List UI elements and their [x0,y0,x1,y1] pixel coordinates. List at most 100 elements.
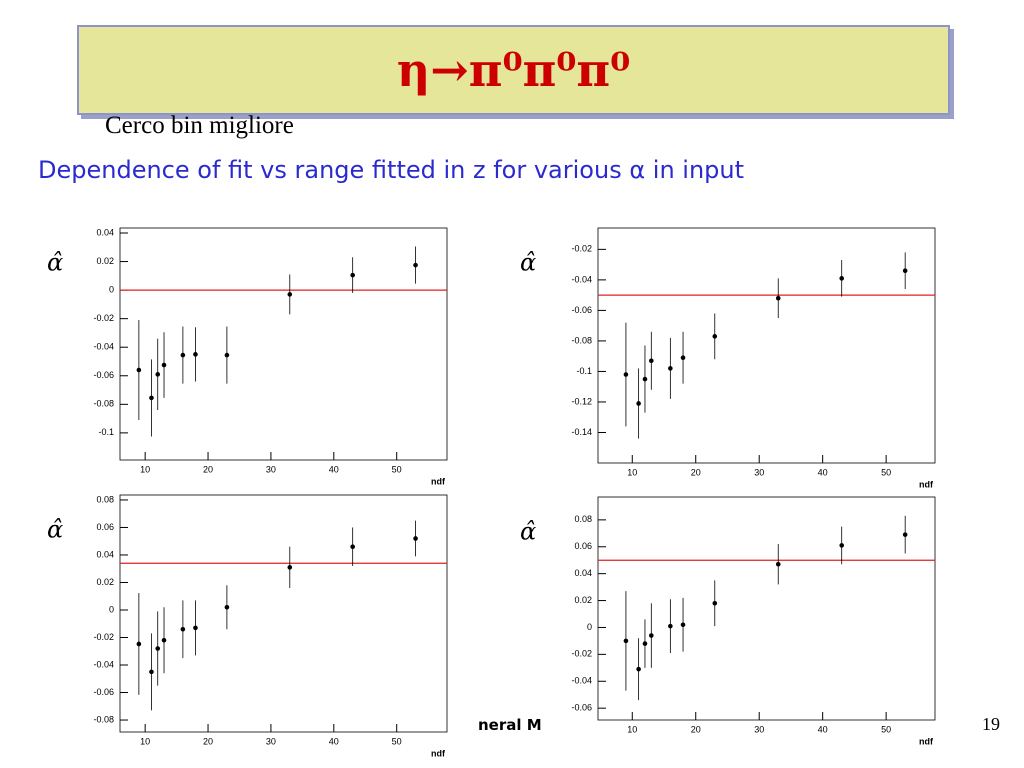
point [623,638,629,644]
chart: 0.04 0.02 0 -0.02 -0.04 -0.06 -0.08 -0.1 10 20 30 4… [47,227,448,486]
point [413,536,418,541]
y-tick-label: -0.08 [93,399,114,409]
point [642,376,648,382]
y-tick-label: 0.06 [574,541,592,551]
point [680,622,686,628]
y-tick-label: 0.02 [574,595,592,605]
frame [597,496,936,721]
chart: -0.02 -0.04 -0.06 -0.08 -0.1 -0.12 -0.14 10 20 30… [520,227,936,489]
point [413,262,418,268]
x-tick-label: 40 [818,724,828,734]
x-tick-label: 50 [392,736,402,746]
y-tick-label: -0.06 [571,703,592,713]
x-tick-label: 50 [392,464,402,474]
point [193,625,198,631]
point [193,352,198,357]
x-tick-label: 40 [818,467,828,477]
y-tick-label: 0.08 [96,494,114,504]
point [623,372,629,377]
y-tick-label: -0.02 [93,632,114,642]
x-axis-label: ndf [431,748,446,758]
point [155,372,161,377]
y-tick-label: -0.02 [571,649,592,659]
point [224,604,230,610]
y-tick-label: -0.04 [571,274,592,284]
y-tick-label: 0 [587,622,592,632]
point [902,268,908,274]
point [287,565,293,570]
point [180,626,186,632]
slide-title: η→π⁰π⁰π⁰ [396,43,631,97]
title-box: η→π⁰π⁰π⁰ [77,25,950,115]
y-tick-label: 0.04 [574,568,592,578]
y-axis-label: α̂ [520,518,536,546]
y-tick-label: 0.06 [96,522,114,532]
y-tick-label: -0.04 [93,659,114,669]
chart: 0.08 0.06 0.04 0.02 0 -0.02 -0.04 -0.06 10 20 30 40… [520,496,936,746]
point [161,362,167,368]
x-tick-label: 10 [140,736,150,746]
y-tick-label: -0.1 [576,366,592,376]
y-tick-label: 0.04 [96,549,114,559]
point [712,600,718,606]
point [161,637,167,643]
x-tick-label: 20 [691,467,701,477]
y-tick-label: 0.04 [96,227,114,237]
footer: neral M [478,716,542,734]
x-tick-label: 30 [754,467,764,477]
x-tick-label: 30 [266,736,276,746]
point [668,366,673,371]
x-axis-label: ndf [431,476,446,486]
chart: 0.08 0.06 0.04 0.02 0 -0.02 -0.04 -0.06 -0.08 10 2… [47,494,448,758]
x-tick-label: 10 [140,464,150,474]
y-tick-label: -0.06 [93,370,114,380]
y-tick-label: -0.08 [93,714,114,724]
y-tick-label: -0.02 [93,313,114,323]
subtitle: Dependence of fit vs range fitted in z f… [38,156,745,184]
y-tick-label: -0.08 [571,335,592,345]
point [149,669,154,675]
point [136,641,142,647]
point [839,543,845,548]
point [636,401,641,406]
y-tick-label: -0.02 [571,244,592,254]
x-tick-label: 40 [329,736,339,746]
y-tick-label: -0.12 [571,396,592,406]
x-tick-label: 30 [754,724,764,734]
x-tick-label: 20 [203,736,213,746]
frame [119,227,448,461]
point [180,352,186,358]
x-tick-label: 20 [203,464,213,474]
point [712,334,718,339]
point [155,646,161,651]
point [775,561,781,567]
point [350,272,355,278]
note: Cerco bin migliore [105,112,294,139]
y-axis-label: α̂ [520,249,536,277]
frame [119,494,448,733]
point [680,355,686,361]
point [839,276,845,281]
x-tick-label: 10 [627,724,637,734]
point [636,666,641,672]
y-tick-label: -0.14 [571,427,592,437]
y-tick-label: 0.02 [96,577,114,587]
y-tick-label: 0 [109,604,114,614]
point [642,641,648,646]
y-tick-label: -0.1 [98,427,114,437]
y-tick-label: -0.04 [571,676,592,686]
point [350,544,355,550]
x-axis-label: ndf [919,736,934,746]
point [668,623,673,629]
y-tick-label: 0.08 [574,514,592,524]
y-tick-label: -0.04 [93,342,114,352]
y-tick-label: 0.02 [96,256,114,266]
point [149,395,154,401]
point [136,367,142,373]
y-axis-label: α̂ [47,516,63,544]
frame [597,227,936,464]
x-tick-label: 30 [266,464,276,474]
point [775,295,781,301]
